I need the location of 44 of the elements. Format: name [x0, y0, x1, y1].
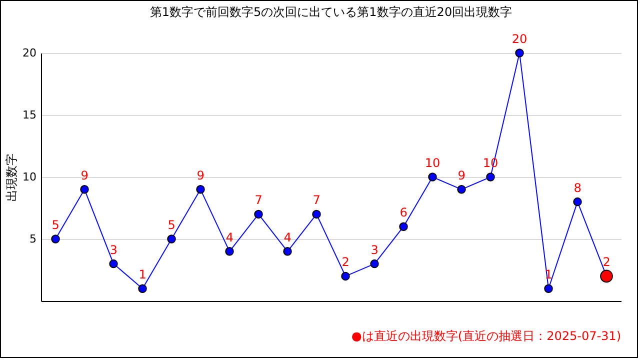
point [51, 234, 60, 244]
data-label: 7 [254, 193, 262, 208]
data-label: 1 [138, 268, 146, 282]
point [80, 185, 89, 194]
text: ●は直近の出現数字(直近の抽選日：2025-07-31) [351, 329, 621, 343]
data-label: 9 [458, 168, 466, 182]
data-label: 2 [602, 255, 610, 270]
point [225, 247, 234, 256]
point [544, 284, 553, 293]
data-label: 3 [110, 242, 118, 257]
point [515, 48, 524, 58]
data-label: 20 [512, 32, 528, 46]
point [167, 234, 176, 244]
point [341, 272, 350, 281]
point [573, 197, 582, 206]
data-label: 7 [312, 193, 320, 208]
point [283, 247, 292, 256]
data-label: 6 [400, 206, 408, 220]
point [196, 185, 205, 194]
data-label: 8 [574, 180, 582, 195]
point [370, 259, 379, 268]
point [428, 172, 437, 182]
point [312, 210, 321, 219]
data-label: 10 [424, 156, 440, 170]
data-label: 2 [342, 255, 350, 270]
y-axis-title: 出現数字 [4, 154, 19, 202]
y-tick-label: 10 [22, 170, 36, 184]
y-tick-label: 5 [30, 232, 36, 246]
point [399, 222, 408, 231]
y-tick-label: 15 [22, 108, 36, 122]
y-tick-label: 20 [22, 46, 36, 60]
point [109, 259, 118, 268]
data-label: 9 [80, 168, 88, 182]
point [254, 210, 263, 219]
data-label: 9 [196, 168, 204, 182]
data-label: 5 [168, 218, 176, 232]
data-label: 3 [370, 242, 378, 257]
data-label: 4 [226, 230, 234, 244]
point [486, 172, 495, 182]
data-label: 5 [52, 218, 60, 232]
point [138, 284, 147, 293]
data-label: 4 [284, 230, 292, 244]
point [457, 185, 466, 194]
chart-title: 第1数字で前回数字5の次回に出ている第1数字の直近20回出現数字 [150, 5, 512, 19]
